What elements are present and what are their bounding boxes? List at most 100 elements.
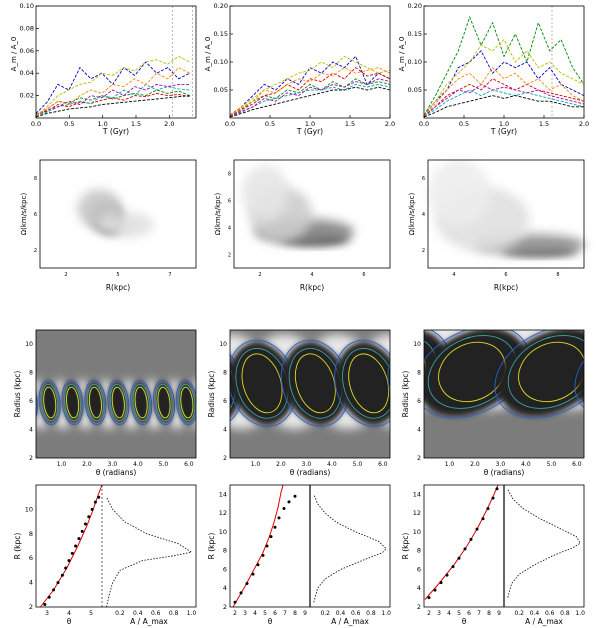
x-tick-label: 2.0 xyxy=(164,120,174,128)
series-line-m4 xyxy=(35,83,190,117)
contour-outer xyxy=(494,330,584,419)
x-tick-label: 0.0 xyxy=(31,120,41,128)
y-axis-label: A_m / A_0 xyxy=(204,37,212,72)
plot-frame xyxy=(39,159,197,269)
series-line-m2 xyxy=(229,78,391,117)
data-point xyxy=(463,547,467,551)
y-axis-label: Ω(km/s/kpc) xyxy=(20,193,28,236)
data-point xyxy=(239,591,243,595)
x-tick-label: 0.5 xyxy=(459,120,469,128)
y-axis-label: R (kpc) xyxy=(13,533,22,560)
series-line-m6 xyxy=(423,38,585,117)
amplitude-profile xyxy=(507,489,581,598)
data-point xyxy=(439,581,443,585)
x-tick-label: 2.0 xyxy=(276,461,286,468)
y-tick-label: 2 xyxy=(34,248,37,254)
arm-density xyxy=(336,342,390,425)
data-point xyxy=(70,551,74,555)
data-point xyxy=(261,553,265,557)
x-tick-label: 5.0 xyxy=(547,461,557,468)
y-tick-label: 4 xyxy=(417,584,421,592)
x-tick-label: 0.6 xyxy=(151,610,161,617)
map-content xyxy=(36,330,196,458)
data-point xyxy=(60,573,64,577)
x-tick-label: 8 xyxy=(293,610,297,617)
x-axis-label-left: θ xyxy=(268,617,273,626)
y-tick-label: 8 xyxy=(223,547,227,555)
data-point xyxy=(251,572,255,576)
arm-density xyxy=(230,342,295,425)
y-tick-label: 2 xyxy=(29,603,33,611)
data-point xyxy=(491,496,495,500)
x-tick-label: 0.2 xyxy=(115,610,125,617)
y-tick-label: 6 xyxy=(228,199,231,205)
density-blob xyxy=(241,165,289,220)
series-line-m8 xyxy=(35,67,190,117)
amplitude-profile xyxy=(106,497,193,608)
data-point xyxy=(433,588,437,592)
y-tick-label: 2 xyxy=(422,248,425,254)
arm-locus-panel-1: 3 4 5 0.2 0.4 0.6 0.8 1.0 2 4 6 8 10 θ A / A_max R (kpc… xyxy=(13,484,197,626)
data-point xyxy=(282,506,286,510)
series-line-m5 xyxy=(423,83,585,117)
x-tick-label: 4.0 xyxy=(327,461,337,468)
y-axis-label: A_m / A_0 xyxy=(398,37,406,72)
y-tick-label: 10 xyxy=(25,505,33,513)
contour-outer xyxy=(334,339,390,428)
x-tick-label: 4.0 xyxy=(521,461,531,468)
x-tick-label: 1.0 xyxy=(381,610,391,617)
x-tick-label: 5.0 xyxy=(353,461,363,468)
x-axis-label: θ (radians) xyxy=(290,468,331,477)
x-tick-label: 2 xyxy=(258,272,261,278)
x-tick-label: 6 xyxy=(273,610,277,617)
x-axis-label-left: θ xyxy=(462,617,467,626)
data-point xyxy=(93,500,97,504)
y-axis-label: Radius (kpc) xyxy=(401,371,410,418)
data-point xyxy=(256,563,260,567)
data-point xyxy=(52,588,56,592)
series-line-m1 xyxy=(229,55,391,116)
x-tick-label: 4 xyxy=(253,610,257,617)
interarm-region xyxy=(588,287,600,431)
pattern-speed-panel-2: 2 4 6 8 6 4 2 R(kpc) Ω(km/s/kpc) xyxy=(214,159,391,292)
x-axis-label-right: A / A_max xyxy=(130,617,168,626)
x-tick-label: 6.0 xyxy=(572,461,582,468)
series-line-m7 xyxy=(229,86,391,118)
y-tick-label: 10 xyxy=(219,341,227,348)
y-tick-label: 6 xyxy=(223,398,227,405)
y-tick-label: 2 xyxy=(223,455,227,462)
contour-mid xyxy=(132,384,150,422)
data-point xyxy=(273,525,277,529)
series-line-m1 xyxy=(423,50,585,116)
data-point xyxy=(64,566,68,570)
fit-line xyxy=(424,484,499,600)
x-tick-label: 2.0 xyxy=(82,461,92,468)
data-point xyxy=(495,487,499,491)
data-point xyxy=(481,517,485,521)
y-tick-label: 8 xyxy=(34,176,37,182)
y-tick-label: 12 xyxy=(219,509,227,517)
contour-mid xyxy=(178,384,196,422)
y-tick-label: 4 xyxy=(223,427,227,434)
contour-inner xyxy=(518,341,584,403)
fit-line xyxy=(232,484,284,608)
data-point xyxy=(80,529,84,533)
y-tick-label: 6 xyxy=(223,565,227,573)
contour-outer xyxy=(574,330,584,419)
y-tick-label: 4 xyxy=(417,427,421,434)
y-tick-label: 4 xyxy=(223,584,227,592)
series-line-m5 xyxy=(35,83,190,117)
x-axis-label-left: θ xyxy=(67,617,72,626)
x-tick-label: 2 xyxy=(427,610,431,617)
x-tick-label: 5 xyxy=(116,272,119,278)
y-tick-label: 8 xyxy=(228,172,231,178)
data-point xyxy=(486,506,490,510)
plot-frame xyxy=(35,484,197,608)
y-tick-label: 8 xyxy=(417,370,421,377)
data-point xyxy=(269,535,273,539)
x-tick-label: 1.5 xyxy=(345,120,355,128)
y-tick-label: 6 xyxy=(422,176,425,182)
contour-mid xyxy=(64,384,82,422)
x-tick-label: 1.0 xyxy=(57,461,67,468)
